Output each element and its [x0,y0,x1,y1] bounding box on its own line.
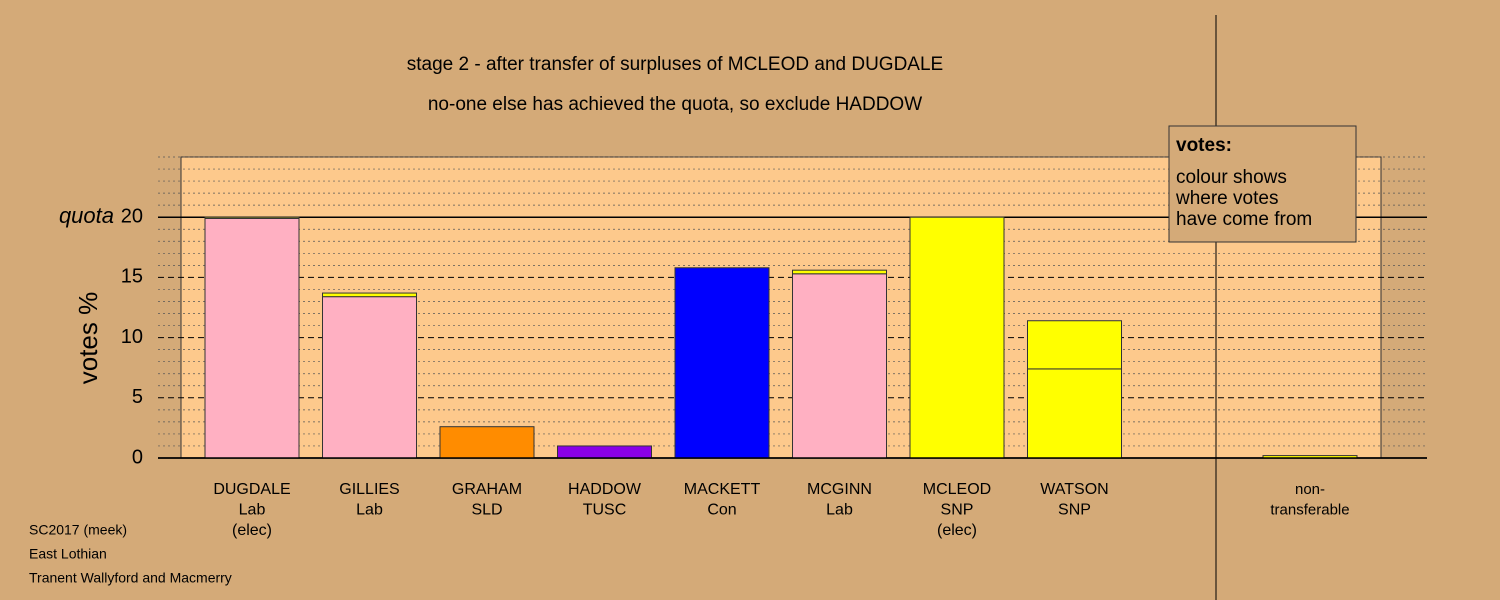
x-tick-label: (elec) [232,522,272,539]
x-tick-label: (elec) [937,522,977,539]
y-axis-label: votes % [73,292,103,385]
x-tick-label: non- [1295,481,1325,498]
x-tick-label: HADDOW [568,481,642,498]
x-tick-label: GRAHAM [452,481,522,498]
y-tick-label: 0 [132,446,143,468]
x-tick-label: MCLEOD [923,481,991,498]
bar-segment [439,426,535,459]
x-tick-label: TUSC [583,502,627,519]
y-tick-label: 15 [121,266,143,288]
footer-text: Tranent Wallyford and Macmerry [29,570,232,586]
legend-text: colour shows [1176,167,1287,188]
x-tick-label: transferable [1270,501,1349,518]
x-tick-label: SLD [471,502,502,519]
legend-box [1168,125,1357,243]
bar-segment [674,267,770,459]
y-tick-label: 20 [121,205,143,227]
x-tick-label: Lab [356,502,383,519]
legend-text: where votes [1175,188,1278,209]
y-tick-label: 5 [132,386,143,408]
x-tick-label: DUGDALE [213,481,290,498]
y-tick-label: 10 [121,326,143,348]
x-tick-label: SNP [941,502,974,519]
x-tick-label: Lab [239,502,266,519]
x-tick-label: Lab [826,502,853,519]
x-tick-label: GILLIES [339,481,399,498]
legend-text: have come from [1176,209,1312,230]
x-tick-label: Con [707,502,736,519]
bar-segment [909,216,1005,459]
quota-label: quota [59,203,114,228]
bar-segment [1027,320,1122,370]
bar-segment [322,292,417,298]
bar-segment [204,217,300,459]
x-tick-label: MCGINN [807,481,872,498]
x-tick-label: WATSON [1040,481,1108,498]
footer-text: East Lothian [29,546,107,562]
bar-segment [792,269,887,275]
bar-segment [204,216,300,219]
bar-segment [792,273,887,459]
chart-title: no-one else has achieved the quota, so e… [428,94,922,115]
bar-segment [557,445,652,459]
bar-segment [1027,368,1122,459]
x-tick-label: SNP [1058,502,1091,519]
bar-segment [322,296,417,459]
chart-title: stage 2 - after transfer of surpluses of… [407,54,943,75]
footer-text: SC2017 (meek) [29,522,127,538]
x-tick-label: MACKETT [684,481,761,498]
legend-heading: votes: [1176,135,1232,156]
